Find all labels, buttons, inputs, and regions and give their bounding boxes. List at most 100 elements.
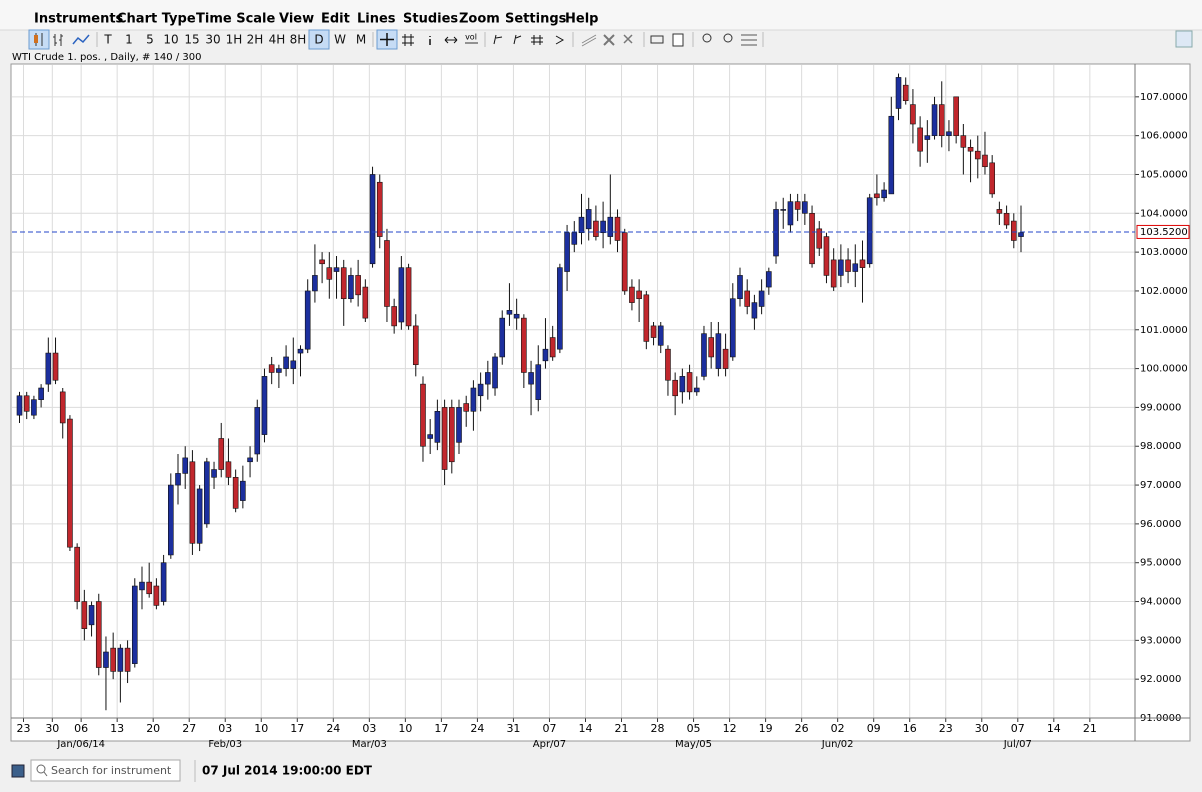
y-tick-label: 103.0000 (1140, 247, 1188, 258)
candle-body (866, 197, 873, 265)
interval-button[interactable]: 2H (247, 33, 264, 47)
candle-body (499, 317, 506, 358)
candle-type-button[interactable] (28, 29, 50, 50)
channel-button[interactable] (581, 34, 597, 47)
month-label: May/05 (675, 739, 712, 750)
interval-button[interactable]: D (314, 33, 323, 47)
y-tick-label: 98.0000 (1140, 441, 1181, 452)
candle-body (384, 240, 390, 307)
zoom-fit-button[interactable] (741, 34, 757, 46)
menu-item[interactable]: Studies (403, 12, 458, 27)
delete-button[interactable] (603, 34, 615, 46)
candle-body (766, 271, 772, 288)
candle-body (938, 104, 945, 136)
month-label: Jun/02 (821, 739, 854, 750)
status-icon[interactable] (11, 764, 25, 778)
preview-button[interactable] (672, 33, 684, 47)
menu-item[interactable]: Edit (321, 12, 350, 27)
x-tick-label: 03 (218, 722, 232, 735)
y-tick-label: 107.0000 (1140, 92, 1188, 103)
y-tick-label: 99.0000 (1140, 402, 1181, 413)
interval-button[interactable]: 1 (125, 33, 133, 47)
volume-button[interactable]: vol (465, 33, 477, 42)
candle-body (333, 267, 340, 272)
menu-item[interactable]: Settings (505, 12, 567, 27)
candle-body (218, 438, 225, 470)
menu-item[interactable]: Zoom (459, 12, 500, 27)
candle-body (319, 259, 325, 265)
bar-type-button[interactable] (53, 34, 63, 46)
candle-body (81, 601, 88, 630)
y-tick-label: 94.0000 (1140, 597, 1181, 608)
drawing-tools[interactable] (493, 34, 565, 45)
candle-body (182, 457, 189, 474)
candle-body (160, 562, 167, 602)
x-tick-label: 06 (74, 722, 88, 735)
menu-item[interactable]: Help (565, 12, 598, 27)
candle-body (355, 275, 361, 296)
candle-body (528, 372, 534, 385)
x-tick-label: 03 (362, 722, 376, 735)
scroll-button[interactable] (444, 36, 458, 44)
candle-body (348, 275, 354, 300)
search-placeholder[interactable]: Search for instrument (51, 764, 172, 777)
interval-button[interactable]: 4H (269, 33, 286, 47)
x-tick-label: 23 (939, 722, 953, 735)
delete-all-button[interactable] (623, 34, 633, 44)
candle-body (304, 290, 311, 350)
interval-button[interactable]: W (334, 33, 346, 47)
x-tick-label: 27 (182, 722, 196, 735)
menu-item[interactable]: Chart Type (117, 12, 196, 27)
candle-body (722, 348, 729, 369)
candle-body (456, 407, 462, 443)
candle-body (585, 209, 592, 230)
menu-item[interactable]: Instruments (34, 12, 124, 27)
interval-button[interactable]: 1H (226, 33, 243, 47)
status-datetime: 07 Jul 2014 19:00:00 EDT (202, 764, 373, 778)
y-tick-label: 105.0000 (1140, 169, 1188, 180)
zoom-in-button[interactable] (702, 33, 712, 43)
candle-body (823, 236, 830, 276)
candle-body (535, 364, 542, 400)
interval-button[interactable]: 5 (146, 33, 154, 47)
x-tick-label: 07 (542, 722, 556, 735)
menu-item[interactable]: Time Scale (196, 12, 276, 27)
panel-toggle[interactable] (1175, 30, 1193, 48)
candle-body (549, 337, 556, 358)
candle-body (852, 263, 859, 272)
menu-item[interactable]: Lines (357, 12, 396, 27)
candle-body (571, 232, 578, 245)
candle-body (312, 275, 318, 292)
candle-body (38, 387, 44, 400)
x-tick-label: 10 (254, 722, 268, 735)
candle-body (434, 410, 441, 443)
candle-body (67, 418, 73, 548)
line-type-button[interactable] (72, 34, 90, 45)
menu-item[interactable]: View (279, 12, 314, 27)
x-tick-label: 16 (903, 722, 917, 735)
search-box[interactable] (30, 759, 181, 782)
interval-button[interactable]: 10 (163, 33, 178, 47)
interval-button[interactable]: 30 (205, 33, 220, 47)
candle-body (758, 290, 765, 307)
grid-button[interactable] (402, 34, 414, 46)
candle-body (376, 181, 383, 237)
candle-body (564, 232, 570, 272)
interval-button[interactable]: M (356, 33, 366, 47)
candle-body (657, 325, 664, 346)
candle-body (131, 585, 138, 664)
interval-button[interactable]: 15 (184, 33, 199, 47)
candle-body (477, 383, 484, 397)
candle-body (701, 333, 707, 377)
candle-body (247, 457, 253, 463)
interval-button[interactable]: T (103, 33, 112, 47)
zoom-out-button[interactable] (723, 33, 733, 43)
candle-body (989, 162, 995, 195)
interval-button[interactable]: 8H (290, 33, 307, 47)
print-button[interactable] (650, 35, 664, 44)
candle-body (196, 488, 203, 544)
candle-body (23, 395, 30, 412)
candle-body (982, 154, 988, 168)
x-tick-label: 24 (326, 722, 340, 735)
